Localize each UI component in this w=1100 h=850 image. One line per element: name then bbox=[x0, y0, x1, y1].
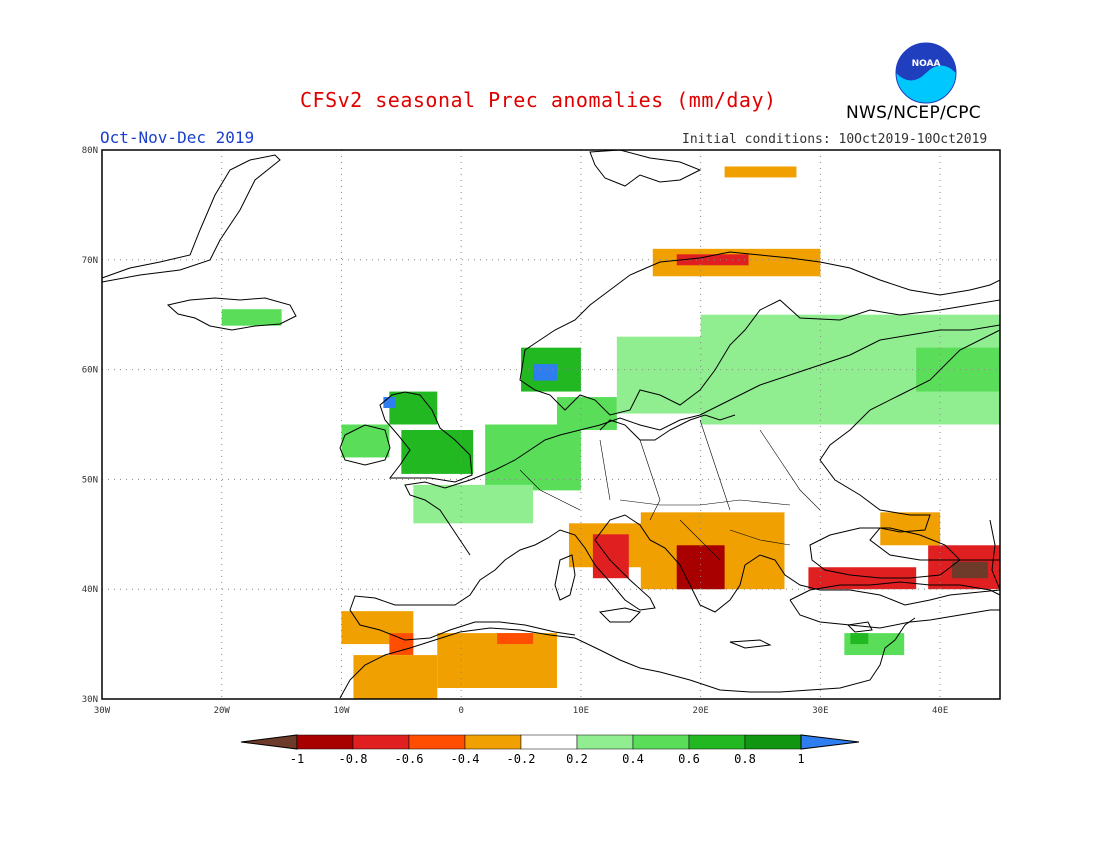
anomaly-region-iberia-south-peak bbox=[389, 633, 414, 656]
anomaly-region-norway-north-peak bbox=[676, 254, 749, 266]
anomaly-region-france-north bbox=[413, 484, 534, 524]
legend-swatch bbox=[464, 734, 522, 750]
period-label: Oct-Nov-Dec 2019 bbox=[100, 128, 255, 147]
legend-swatch bbox=[520, 734, 578, 750]
legend-label: 0.8 bbox=[734, 752, 756, 766]
lat-tick-label: 40N bbox=[82, 585, 98, 595]
legend-label: 0.2 bbox=[566, 752, 588, 766]
cyprus-outline bbox=[846, 621, 873, 633]
agency-label: NWS/NCEP/CPC bbox=[846, 103, 981, 123]
crete-outline bbox=[729, 639, 772, 649]
lon-tick-label: 30W bbox=[94, 706, 111, 716]
iceland-outline bbox=[166, 297, 297, 331]
lon-tick-label: 40E bbox=[932, 706, 948, 716]
anomaly-region-iceland bbox=[221, 309, 282, 326]
anomaly-region-cyprus-peak bbox=[850, 633, 869, 645]
legend-label: 0.6 bbox=[678, 752, 700, 766]
legend-swatch bbox=[408, 734, 466, 750]
north-africa-outline bbox=[339, 617, 916, 699]
legend-swatch bbox=[352, 734, 410, 750]
greenland-outline bbox=[101, 154, 281, 283]
legend-swatch bbox=[744, 734, 802, 750]
anomaly-region-svalbard bbox=[724, 166, 797, 178]
legend-label: -0.6 bbox=[395, 752, 424, 766]
ireland-outline bbox=[339, 424, 391, 466]
anomaly-region-italy-peak bbox=[592, 534, 629, 579]
chart-title: CFSv2 seasonal Prec anomalies (mm/day) bbox=[300, 88, 777, 112]
anomaly-region-denmark bbox=[556, 397, 617, 430]
lon-tick-label: 20E bbox=[693, 706, 709, 716]
legend-label: -1 bbox=[290, 752, 304, 766]
sicily-outline bbox=[598, 607, 641, 623]
coastlines bbox=[101, 149, 1001, 699]
turkey-outline bbox=[789, 581, 1001, 629]
legend-label: 1 bbox=[797, 752, 804, 766]
anomaly-region-england bbox=[401, 429, 474, 474]
anomaly-region-morocco bbox=[353, 655, 438, 699]
baltic-coast bbox=[599, 414, 736, 441]
sardinia-corsica-outline bbox=[554, 554, 576, 601]
anomaly-region-ireland bbox=[341, 424, 390, 458]
legend-swatch bbox=[632, 734, 690, 750]
lon-tick-label: 10W bbox=[333, 706, 350, 716]
legend-label: 0.4 bbox=[622, 752, 644, 766]
lat-tick-label: 30N bbox=[82, 695, 98, 705]
noaa-logo-icon: NOAA bbox=[895, 42, 957, 104]
lon-tick-label: 30E bbox=[812, 706, 828, 716]
legend-label: -0.8 bbox=[339, 752, 368, 766]
britain-outline bbox=[379, 391, 473, 483]
legend-label: -0.4 bbox=[451, 752, 480, 766]
lat-tick-label: 50N bbox=[82, 475, 98, 485]
caspian-outline bbox=[989, 519, 1001, 591]
lat-tick-label: 80N bbox=[82, 146, 98, 156]
svg-text:NOAA: NOAA bbox=[912, 59, 941, 69]
scandinavia-outline bbox=[519, 251, 1001, 416]
initial-conditions-label: Initial conditions: 10Oct2019-10Oct2019 bbox=[682, 132, 988, 147]
anomaly-region-turkey-north bbox=[808, 567, 917, 590]
legend-swatch bbox=[800, 734, 860, 750]
anomaly-region-scotland-peak bbox=[383, 397, 396, 409]
svalbard-outline bbox=[589, 149, 702, 187]
black-sea-outline bbox=[809, 527, 961, 579]
legend-swatch bbox=[296, 734, 354, 750]
country-borders bbox=[519, 419, 821, 561]
anomaly-region-caucasus-north bbox=[880, 512, 941, 546]
legend-label: -0.2 bbox=[507, 752, 536, 766]
lon-tick-label: 20W bbox=[214, 706, 231, 716]
mainland-europe-outline bbox=[349, 324, 1001, 641]
anomaly-region-scotland bbox=[389, 391, 438, 425]
lat-tick-label: 60N bbox=[82, 366, 98, 376]
anomaly-region-norway-west-peak bbox=[533, 364, 557, 381]
axis-tick-labels: 30N 40N 50N 60N 70N 80N 30W 20W 10W 0 10E 20E 30E 40E bbox=[82, 146, 949, 716]
legend-swatch bbox=[688, 734, 746, 750]
lon-tick-label: 10E bbox=[573, 706, 589, 716]
anomaly-region-algeria-peak bbox=[497, 633, 534, 645]
legend-swatch bbox=[576, 734, 634, 750]
map-frame bbox=[101, 149, 1001, 700]
anomaly-region-caucasus-peak bbox=[952, 561, 989, 579]
legend-swatch bbox=[240, 734, 298, 750]
lon-tick-label: 0 bbox=[458, 706, 463, 716]
lat-tick-label: 70N bbox=[82, 256, 98, 266]
